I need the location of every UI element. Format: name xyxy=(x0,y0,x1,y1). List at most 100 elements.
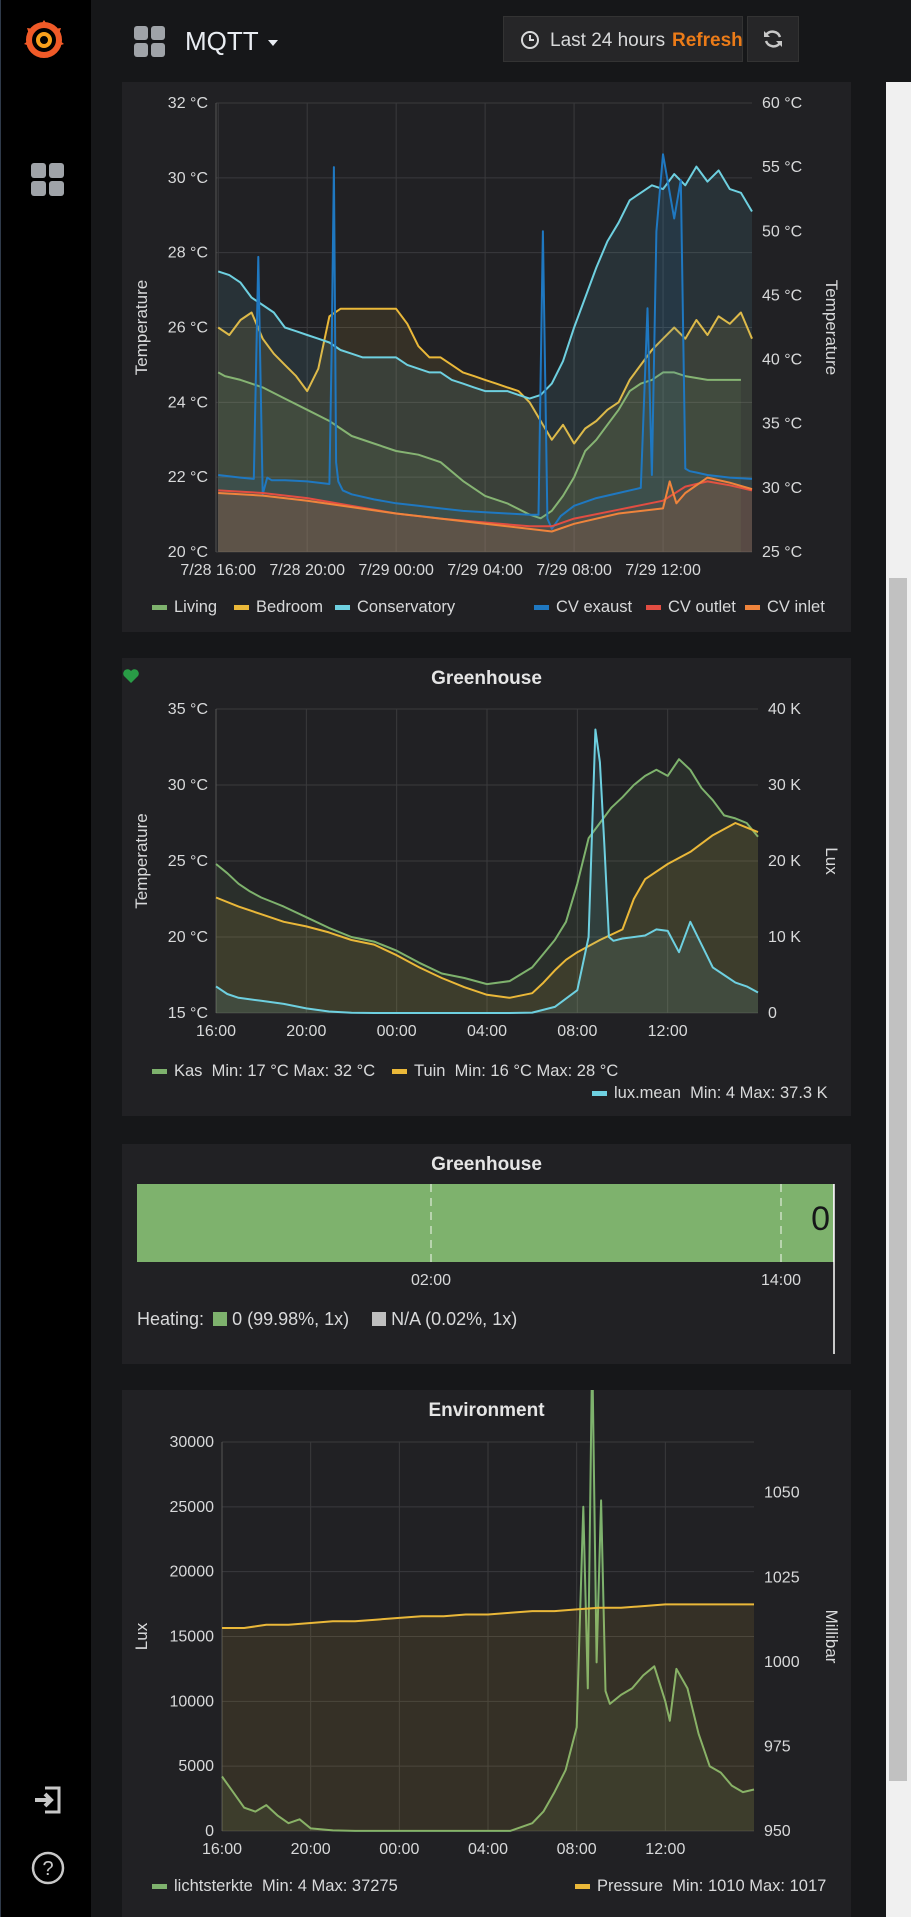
y-tick-label: 22 °C xyxy=(168,469,208,486)
series-area-cv-inlet xyxy=(218,477,752,552)
y-tick-label: 26 °C xyxy=(168,320,208,337)
y-tick-label: 25000 xyxy=(170,1499,215,1516)
legend-item-bedroom[interactable]: Bedroom xyxy=(234,598,323,617)
temperature-chart: 20 °C 22 °C 24 °C 26 °C 28 °C 30 °C 32 °C 25 °C… xyxy=(132,95,841,579)
caret-down-icon xyxy=(267,40,278,47)
legend-item-cv-exaust[interactable]: CV exaust xyxy=(534,598,632,617)
y-axis-title: Lux xyxy=(132,1622,151,1650)
heating-legend: Heating: 0 (99.98%, 1x) N/A (0.02%, 1x) xyxy=(137,1309,517,1330)
x-tick-label: 20:00 xyxy=(286,1023,326,1040)
svg-text:?: ? xyxy=(42,1858,53,1880)
y2-tick-label: 60 °C xyxy=(762,95,802,112)
series-line-lux-mean xyxy=(215,728,759,1014)
refresh-button[interactable] xyxy=(747,16,799,62)
page-scrollbar[interactable] xyxy=(886,82,911,1917)
x-tick-label: 7/28 16:00 xyxy=(180,562,256,579)
dashboard-title-dropdown[interactable]: MQTT xyxy=(185,26,278,57)
panel-title: Greenhouse xyxy=(431,1154,542,1175)
series-line-living xyxy=(217,371,741,520)
legend-name: CV inlet xyxy=(767,598,825,616)
y2-tick-label: 40 K xyxy=(768,701,801,718)
legend-item-pressure[interactable]: Pressure Min: 1010 Max: 1017 xyxy=(575,1877,826,1896)
y-tick-label: 32 °C xyxy=(168,95,208,112)
legend-item-tuin[interactable]: Tuin Min: 16 °C Max: 28 °C xyxy=(392,1062,618,1081)
series-area-cv-exaust xyxy=(218,154,752,553)
sign-in-icon[interactable] xyxy=(33,1785,63,1815)
legend-name: CV exaust xyxy=(556,598,633,616)
environment-panel[interactable]: Environment 0 5000 10000 15000 20000 25000 300… xyxy=(122,1390,851,1917)
legend-swatch xyxy=(372,1312,387,1326)
y2-tick-label: 35 °C xyxy=(762,416,802,433)
x-tick-label: 02:00 xyxy=(411,1272,451,1289)
scrollbar-thumb[interactable] xyxy=(889,578,907,1781)
y-tick-label: 20 °C xyxy=(168,929,208,946)
y-tick-label: 20 °C xyxy=(168,544,208,561)
x-tick-label: 08:00 xyxy=(557,1841,597,1858)
series-line-cv-exaust xyxy=(218,153,753,530)
legend-item-lichtsterkte[interactable]: lichtsterkte Min: 4 Max: 37275 xyxy=(152,1877,398,1896)
y-tick-label: 25 °C xyxy=(168,853,208,870)
panel-title: Greenhouse xyxy=(122,668,851,690)
greenhouse-heating-panel[interactable]: Greenhouse 0 02:00 14:00 Heating: 0 (99.… xyxy=(122,1144,851,1364)
x-tick-label: 00:00 xyxy=(379,1841,419,1858)
series-line-kas xyxy=(215,758,759,986)
series-line-pressure xyxy=(222,1603,754,1629)
series-area-kas xyxy=(216,759,758,1013)
y2-tick-label: 25 °C xyxy=(762,544,802,561)
series-line-bedroom xyxy=(217,307,753,445)
heating-na-segment xyxy=(833,1184,834,1262)
temperatures-panel[interactable]: 20 °C 22 °C 24 °C 26 °C 28 °C 30 °C 32 °C 25 °C… xyxy=(122,82,851,632)
legend-item-cv-inlet[interactable]: CV inlet xyxy=(745,598,825,617)
navbar: MQTT Last 24 hours Refresh e... xyxy=(91,0,911,82)
legend-item-zero[interactable]: 0 (99.98%, 1x) xyxy=(213,1309,349,1329)
legend-name: Tuin xyxy=(414,1062,446,1080)
y-tick-label: 20000 xyxy=(170,1564,215,1581)
help-question-icon[interactable]: ? xyxy=(31,1851,65,1885)
y2-axis-title: Millibar xyxy=(822,1610,841,1664)
y2-tick-label: 1025 xyxy=(764,1569,800,1586)
x-tick-label: 16:00 xyxy=(196,1023,236,1040)
y-tick-label: 10000 xyxy=(170,1693,215,1710)
legend-name: Kas xyxy=(174,1062,203,1080)
legend-text: N/A (0.02%, 1x) xyxy=(391,1309,518,1329)
series-area-bedroom xyxy=(218,308,752,552)
greenhouse-graph-panel[interactable]: Greenhouse 15 °C 20 °C 25 °C 30 °C 35 °C 0 10 … xyxy=(122,658,851,1116)
legend-item-lux-mean[interactable]: lux.mean Min: 4 Max: 37.3 K xyxy=(592,1084,828,1103)
series-area-conservatory xyxy=(218,166,752,552)
x-tick-label: 12:00 xyxy=(648,1023,688,1040)
heart-icon xyxy=(123,669,139,683)
y2-tick-label: 30 K xyxy=(768,777,801,794)
series-line-cv-inlet xyxy=(218,476,753,533)
y-tick-label: 0 xyxy=(205,1823,214,1840)
dashboards-grid-icon[interactable] xyxy=(31,163,65,197)
series-line-conservatory xyxy=(217,165,753,400)
heating-current-value: 0 xyxy=(811,1200,830,1238)
heating-state-bar[interactable]: 0 xyxy=(137,1184,834,1262)
legend-item-kas[interactable]: Kas Min: 17 °C Max: 32 °C xyxy=(152,1062,375,1081)
series-line-lichtsterkte xyxy=(221,1390,755,1832)
legend-stats: Min: 16 °C Max: 28 °C xyxy=(454,1062,619,1080)
legend-item-conservatory[interactable]: Conservatory xyxy=(335,598,455,617)
grafana-logo-icon[interactable] xyxy=(21,16,67,62)
legend-swatch xyxy=(152,605,167,611)
y2-tick-label: 975 xyxy=(764,1738,791,1755)
y2-tick-label: 40 °C xyxy=(762,352,802,369)
legend-swatch xyxy=(234,605,249,611)
legend-stats: Min: 4 Max: 37.3 K xyxy=(690,1084,828,1102)
series-area-tuin xyxy=(216,823,758,1013)
greenhouse-chart: 15 °C 20 °C 25 °C 30 °C 35 °C 0 10 K 20 K 30 K 40… xyxy=(132,701,841,1040)
legend-item-na[interactable]: N/A (0.02%, 1x) xyxy=(372,1309,517,1329)
dashboards-grid-icon[interactable] xyxy=(134,26,166,58)
y2-tick-label: 50 °C xyxy=(762,223,802,240)
series-area-cv-outlet xyxy=(218,481,752,552)
x-tick-label: 7/29 08:00 xyxy=(536,562,612,579)
legend-swatch xyxy=(335,605,350,611)
legend-item-living[interactable]: Living xyxy=(152,598,217,617)
legend-swatch xyxy=(152,1884,167,1890)
legend-label: Heating: xyxy=(137,1309,205,1329)
time-picker-button[interactable]: Last 24 hours Refresh e... xyxy=(503,16,774,62)
y2-tick-label: 30 °C xyxy=(762,480,802,497)
x-tick-label: 7/28 20:00 xyxy=(269,562,345,579)
legend-item-cv-outlet[interactable]: CV outlet xyxy=(646,598,736,617)
side-menu: ? xyxy=(0,0,91,1917)
